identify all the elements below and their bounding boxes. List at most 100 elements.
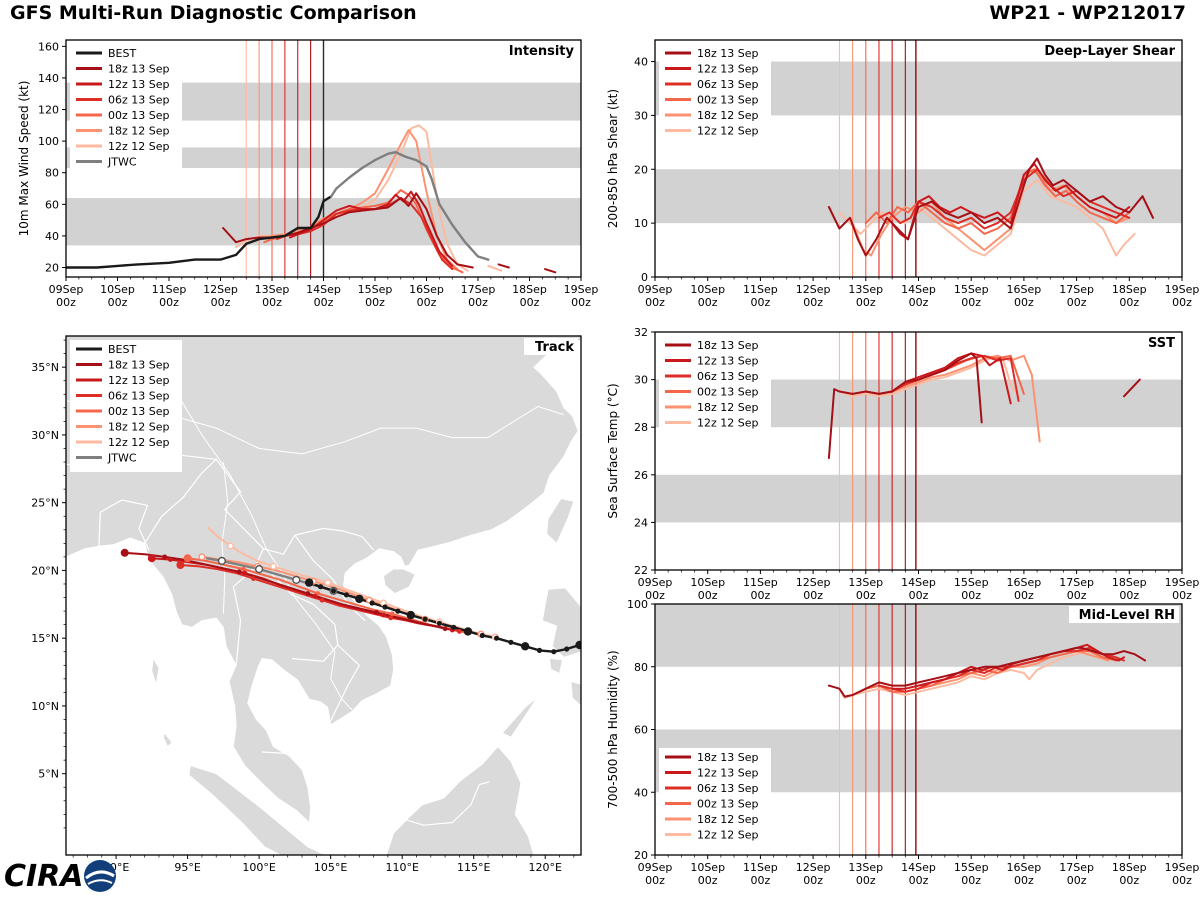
x-tick-label: 13Sep	[255, 283, 290, 296]
sst-title-bg	[1141, 334, 1179, 351]
track-marker	[494, 635, 500, 641]
x-tick-label: 00z	[961, 296, 981, 309]
x-tick-label: 00z	[159, 296, 179, 309]
shear-series-line	[827, 157, 1154, 257]
track-marker	[343, 592, 349, 598]
y-tick-label: 24	[634, 516, 648, 529]
intensity-title: Intensity	[509, 44, 575, 59]
x-tick-label: 11Sep	[743, 576, 778, 589]
x-tick-label: 12Sep	[796, 861, 831, 874]
x-tick-label: 14Sep	[901, 283, 936, 296]
rh-series-line	[878, 646, 1125, 693]
y-tick-label: 160	[38, 40, 59, 53]
x-tick-label: 14Sep	[306, 283, 341, 296]
x-tick-label: 09Sep	[49, 283, 84, 296]
track-marker	[217, 556, 227, 566]
y-tick-label: 30	[634, 109, 648, 122]
x-tick-label: 17Sep	[461, 283, 496, 296]
country-border	[98, 499, 150, 551]
y-tick-label: 40	[45, 230, 59, 243]
x-tick-label: 00z	[1172, 296, 1192, 309]
track-panel: 90°E 95°E 100°E 105°E 110°E 115°E 120°E 5°N 10°N…	[0, 318, 600, 900]
legend-label: 12z 12 Sep	[108, 436, 170, 449]
legend-label: 18z 13 Sep	[108, 359, 170, 372]
landmass	[188, 765, 326, 855]
track-series	[120, 526, 581, 655]
legend-label: 12z 12 Sep	[697, 829, 759, 842]
legend-label: BEST	[108, 343, 136, 356]
track-marker	[436, 620, 442, 626]
legend-label: 12z 13 Sep	[697, 355, 759, 368]
cira-globe-wave2	[87, 879, 113, 885]
country-border	[144, 458, 217, 544]
x-tick-label: 00z	[803, 296, 823, 309]
x-tick-label: 00z	[108, 296, 128, 309]
track-marker	[318, 584, 324, 590]
lat-tick-label: 25°N	[31, 497, 59, 510]
track-marker	[374, 610, 379, 615]
cira-logo: CIRA	[4, 850, 124, 898]
x-tick-label: 00z	[1119, 874, 1139, 887]
intensity-init-lines	[245, 40, 325, 277]
lat-tick-label: 10°N	[31, 700, 59, 713]
x-tick-label: 17Sep	[1059, 861, 1094, 874]
x-tick-label: 19Sep	[564, 283, 599, 296]
rh-series-line	[827, 646, 1147, 698]
rh-x-axis: 09Sep00z10Sep00z11Sep00z12Sep00z13Sep00z…	[638, 855, 1200, 887]
track-marker	[236, 569, 242, 575]
landmass	[546, 498, 575, 544]
map-layers	[66, 336, 581, 855]
track-marker	[226, 542, 234, 550]
rh-y-axis: 20 40 60 80 100	[627, 598, 655, 862]
track-marker	[255, 565, 264, 574]
y-tick-label: 100	[38, 135, 59, 148]
legend-label: 18z 12 Sep	[108, 421, 170, 434]
x-tick-label: 16Sep	[409, 283, 444, 296]
rh-title: Mid-Level RH	[1079, 608, 1175, 623]
y-tick-label: 140	[38, 72, 59, 85]
track-marker	[457, 629, 462, 634]
x-tick-label: 11Sep	[743, 283, 778, 296]
landmass	[549, 658, 563, 674]
intensity-series-line	[487, 264, 503, 272]
y-tick-label: 32	[634, 326, 648, 339]
x-tick-label: 19Sep	[1165, 861, 1200, 874]
x-tick-label: 00z	[751, 296, 771, 309]
y-tick-label: 80	[634, 661, 648, 674]
x-tick-label: 10Sep	[690, 576, 725, 589]
track-end-marker	[120, 548, 129, 557]
track-frame	[65, 335, 582, 856]
rh-series-line	[838, 650, 1104, 700]
track-marker	[463, 627, 473, 636]
shear-series-line	[864, 168, 1131, 235]
intensity-series-line	[544, 268, 557, 274]
legend-label: BEST	[108, 47, 136, 60]
lon-tick-label: 105°E	[314, 861, 347, 874]
lat-tick-label: 15°N	[31, 632, 59, 645]
x-tick-label: 00z	[1014, 296, 1034, 309]
landmass	[162, 732, 173, 748]
y-tick-label: 20	[634, 849, 648, 862]
x-tick-label: 14Sep	[901, 861, 936, 874]
x-tick-label: 00z	[56, 296, 76, 309]
sst-legend-bg	[659, 336, 771, 437]
legend-label: 18z 13 Sep	[697, 751, 759, 764]
sst-panel: 22 24 26 28 30 32 09Sep 00z 10Sep 00z 11Sep 00z 12Se…	[600, 318, 1200, 602]
x-tick-label: 11Sep	[152, 283, 187, 296]
intensity-panel: 20 40 60 80 100 120 140 160 09Sep 00z 10Sep 00z 11Se…	[0, 26, 600, 318]
x-tick-label: 10Sep	[100, 283, 135, 296]
legend-label: 18z 13 Sep	[697, 47, 759, 60]
track-marker	[479, 632, 485, 639]
y-tick-label: 120	[38, 104, 59, 117]
shear-legend: 18z 13 Sep 12z 13 Sep 06z 13 Sep 00z 13 Sep…	[659, 44, 771, 145]
x-tick-label: 17Sep	[1059, 283, 1094, 296]
shear-x-axis: 09Sep00z10Sep00z11Sep00z12Sep00z13Sep00z…	[638, 277, 1199, 309]
lon-tick-label: 120°E	[529, 861, 562, 874]
sst-x-axis: 09Sep00z10Sep00z11Sep00z12Sep00z13Sep00z…	[638, 570, 1199, 602]
track-marker	[564, 646, 570, 652]
y-tick-label: 60	[45, 198, 59, 211]
lon-tick-label: 100°E	[242, 861, 275, 874]
track-marker	[305, 591, 311, 596]
x-tick-label: 00z	[1172, 874, 1192, 887]
track-marker	[312, 593, 318, 599]
